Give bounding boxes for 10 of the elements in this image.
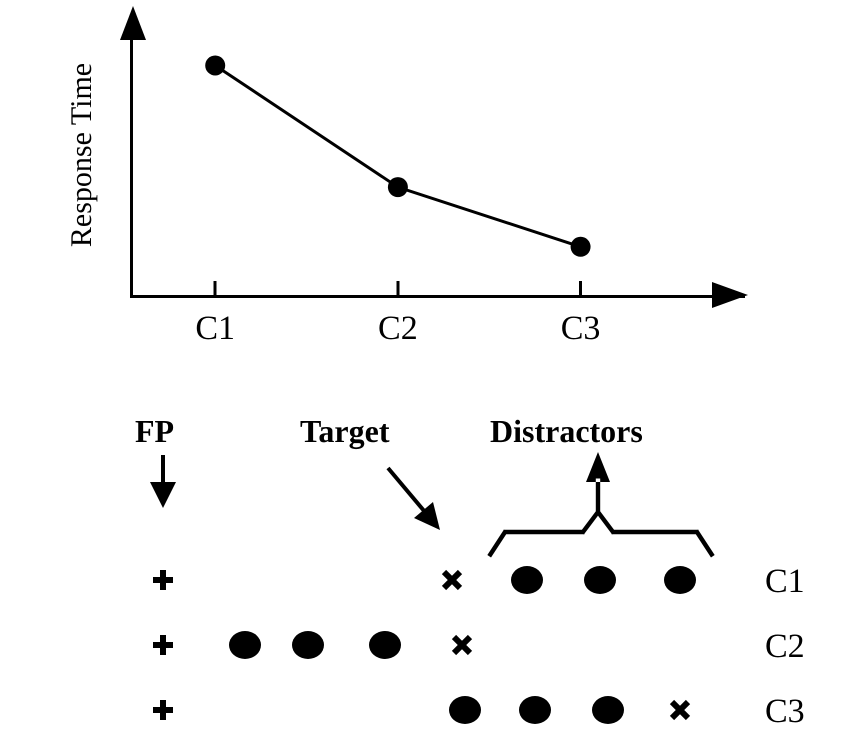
text: FP	[135, 413, 174, 449]
category-label: C2	[765, 628, 805, 665]
y-axis-title: Response Time	[65, 62, 98, 248]
x-tick-label: C3	[560, 310, 600, 347]
category-label: C1	[765, 563, 805, 600]
text: Target	[300, 413, 390, 450]
x-tick-label: C1	[195, 310, 236, 347]
x-tick-label: C2	[378, 310, 418, 347]
text: Distractors	[490, 413, 643, 449]
category-label: C3	[765, 693, 805, 730]
